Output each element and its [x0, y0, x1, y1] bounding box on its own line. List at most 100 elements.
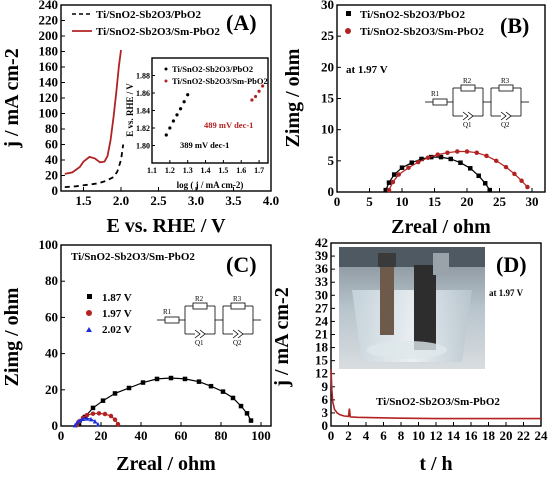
- data-point: [474, 150, 479, 155]
- x-tick-label: 18: [482, 428, 496, 443]
- x-tick-label: 25: [493, 194, 507, 209]
- y-tick-label: 21: [315, 327, 328, 342]
- inset-point: [186, 93, 190, 97]
- panel-c-label: (C): [226, 252, 257, 277]
- x-tick-label: 0: [334, 194, 341, 209]
- data-point: [112, 391, 118, 396]
- data-point: [458, 160, 463, 165]
- x-tick-label: 4: [363, 428, 370, 443]
- inset-y-tick-label: 1.86: [136, 89, 150, 98]
- panel-d-ylabel: j / mA cm-2: [271, 287, 293, 387]
- inset-legend-dot-red: [164, 79, 168, 83]
- inset-y-tick-label: 1.88: [136, 72, 150, 81]
- x-tick-label: 15: [428, 194, 442, 209]
- inset-point: [182, 100, 186, 104]
- data-point: [399, 165, 405, 170]
- data-point: [425, 155, 431, 160]
- panel-d-xlabel: t / h: [419, 453, 452, 475]
- data-point: [77, 417, 83, 423]
- x-tick-label: 3.5: [225, 193, 242, 208]
- x-tick-label: 3.0: [188, 193, 204, 208]
- x-tick-label: 8: [398, 428, 405, 443]
- circuit-label: R2: [463, 77, 472, 85]
- panel-d-label: (D): [496, 252, 527, 277]
- series-line-0: [64, 144, 125, 188]
- data-point: [92, 419, 98, 424]
- data-point: [84, 412, 90, 418]
- inset-x-tick-label: 1.7: [254, 166, 264, 175]
- data-point: [96, 411, 102, 416]
- inset-x-tick-label: 1.6: [236, 166, 246, 175]
- y-tick-label: 100: [39, 237, 59, 252]
- panel-d: 0 2 4 6 8 10 12 14 16 18 20 22 240369121518212427303…: [271, 235, 548, 475]
- y-tick-label: 200: [39, 28, 59, 43]
- data-point: [519, 178, 524, 184]
- inset-y-tick-label: 1.82: [136, 124, 150, 133]
- panel-b-xlabel: Zreal / ohm: [391, 216, 491, 238]
- y-tick-label: 12: [315, 366, 328, 381]
- data-point: [208, 383, 214, 389]
- y-tick-label: 220: [39, 13, 59, 28]
- data-point: [108, 413, 114, 419]
- data-point: [494, 158, 499, 164]
- data-point: [482, 181, 488, 186]
- y-tick-label: 40: [45, 152, 58, 167]
- y-tick-label: 20: [45, 382, 58, 397]
- inset-point: [250, 98, 254, 102]
- legend-b-smpbo2: Ti/SnO2-Sb2O3/Sm-PbO2: [360, 26, 484, 38]
- data-point: [391, 172, 397, 177]
- y-tick-label: 40: [45, 346, 58, 361]
- data-point: [74, 420, 80, 425]
- y-tick-label: 80: [45, 273, 58, 288]
- x-tick-label: 20: [500, 428, 513, 443]
- data-point: [182, 376, 188, 382]
- data-point: [445, 150, 450, 155]
- data-point: [238, 403, 244, 409]
- x-tick-label: 2.0: [113, 193, 129, 208]
- y-tick-label: 240: [39, 0, 59, 12]
- panel-c-frame: [60, 244, 272, 427]
- legend-c-187: 1.87 V: [102, 292, 132, 304]
- y-tick-label: 24: [315, 313, 329, 328]
- x-tick-label: 5: [366, 194, 373, 209]
- data-point: [100, 398, 106, 403]
- data-point: [525, 184, 530, 190]
- y-tick-label: 60: [45, 137, 58, 152]
- data-point: [230, 395, 236, 401]
- panel-a-inset: 1.1 1.2 1.3 1.4 1.5 1.6 1.7 1.80 1.82 1.84 1.86 1.8…: [125, 57, 269, 190]
- data-point: [487, 187, 492, 193]
- legend-a-smpbo2: Ti/SnO2-Sb2O3/Sm-PbO2: [96, 26, 220, 38]
- y-tick-label: 0: [52, 183, 59, 198]
- inset-x-tick-label: 1.4: [201, 166, 211, 175]
- legend-c-marker-197: [86, 310, 92, 316]
- data-point: [435, 152, 440, 157]
- panel-b: 0 5 10 15 20 25 30 0 5 10 15 20 25 30 (B) Ti/SnO2-Sb2…: [282, 0, 546, 238]
- x-tick-label: 10: [396, 194, 409, 209]
- y-tick-label: 10: [321, 122, 334, 137]
- x-tick-label: 0: [58, 428, 65, 443]
- circuit-label: Q1: [463, 121, 472, 129]
- data-point: [126, 385, 132, 391]
- y-tick-label: 18: [315, 340, 329, 355]
- legend-b-marker-pbo2: [346, 11, 351, 16]
- y-tick-label: 15: [321, 91, 335, 106]
- x-tick-label: 0: [328, 428, 335, 443]
- x-tick-label: 60: [175, 428, 188, 443]
- y-tick-label: 0: [322, 418, 329, 433]
- y-tick-label: 0: [52, 418, 59, 433]
- y-tick-label: 9: [322, 379, 329, 394]
- circuit-label: Q1: [195, 339, 204, 347]
- inset-y-tick-label: 1.80: [136, 142, 150, 151]
- data-point: [84, 416, 90, 421]
- x-tick-label: 2.5: [150, 193, 167, 208]
- x-tick-label: 14: [447, 428, 461, 443]
- x-tick-label: 24: [535, 428, 549, 443]
- y-tick-label: 30: [321, 0, 334, 12]
- inset-xlabel: log ( j / mA cm-2): [177, 180, 244, 190]
- fit-line-1: [388, 150, 528, 191]
- data-point: [386, 187, 392, 193]
- inset-x-tick-label: 1.2: [165, 166, 175, 175]
- panel-c-ylabel: Zimg / ohm: [1, 287, 23, 386]
- panel-a: 1.5 2.0 2.5 3.0 3.5 4.00204060801001201401601…: [1, 0, 279, 237]
